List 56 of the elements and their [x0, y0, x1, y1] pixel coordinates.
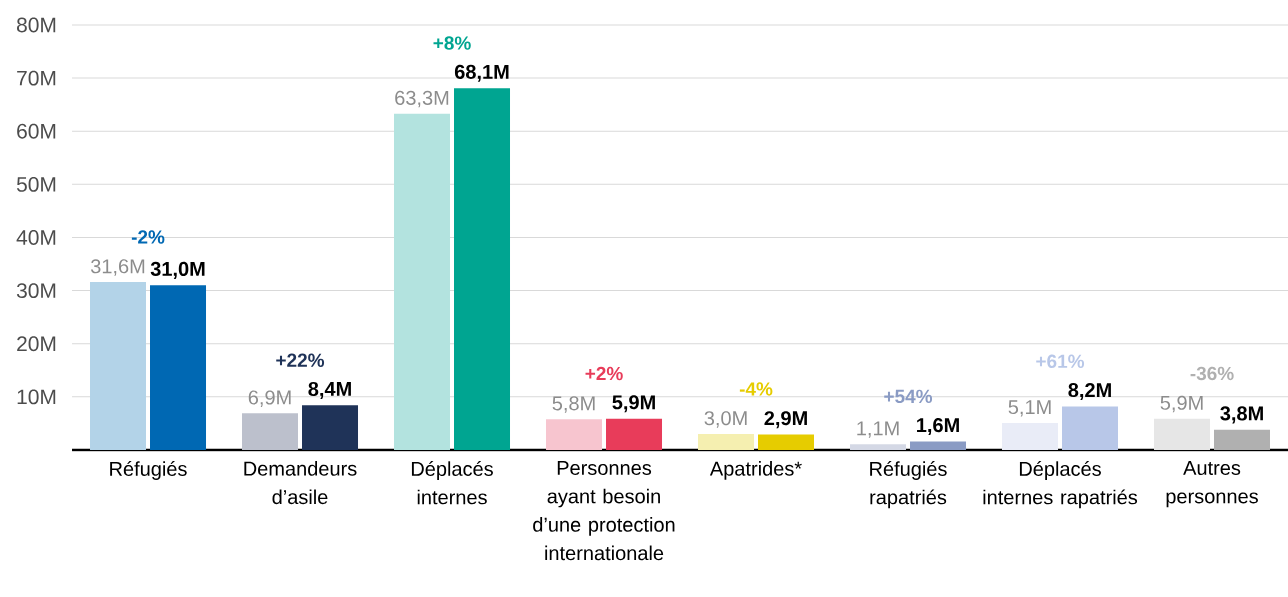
- bar: [850, 444, 906, 450]
- data-label: 5,9M: [1160, 395, 1203, 413]
- annotation: +54%: [884, 389, 933, 404]
- data-label: 5,1M: [1008, 400, 1051, 417]
- data-label: 5,9M: [612, 395, 655, 413]
- bar: [454, 88, 511, 450]
- annotation: +61%: [1036, 354, 1085, 369]
- annotation: +22%: [276, 353, 325, 367]
- data-label: 3,8M: [1220, 406, 1263, 424]
- data-label: 8,2M: [1068, 382, 1111, 401]
- bar: [1002, 422, 1059, 450]
- x-tick-label: Personnes ayant besoin d’une protection internationale: [533, 461, 675, 561]
- data-label: 3,0M: [704, 411, 747, 428]
- y-tick-label: 20M: [17, 336, 56, 352]
- x-tick-label: Demandeurs d’asile: [244, 461, 357, 505]
- x-tick-label: Déplacés internes: [411, 461, 493, 505]
- data-label: 2,9M: [764, 411, 807, 429]
- annotation: +8%: [433, 36, 471, 50]
- bar: [242, 413, 299, 450]
- bar: [546, 419, 603, 450]
- y-tick-label: 30M: [16, 283, 56, 299]
- annotation: -36%: [1190, 366, 1234, 381]
- data-label: 8,4M: [308, 381, 351, 399]
- data-label: 6,9M: [248, 390, 291, 407]
- data-label: 31,0M: [150, 261, 205, 279]
- bar: [1062, 406, 1118, 450]
- x-tick-label: Déplacés internes rapatriés: [983, 461, 1138, 509]
- x-tick-label: Autres personnes: [1166, 461, 1258, 508]
- data-label: 5,8M: [552, 396, 595, 413]
- bar: [394, 113, 451, 450]
- data-label: 1,1M: [857, 421, 899, 438]
- x-tick-label: Apatrides*: [709, 461, 802, 480]
- bar: [1154, 418, 1210, 450]
- bar: [90, 282, 147, 450]
- y-tick-label: 70M: [17, 70, 56, 86]
- y-tick-label: 80M: [17, 17, 56, 33]
- y-tick-label: 60M: [17, 123, 56, 139]
- data-label: 63,3M: [395, 90, 449, 108]
- y-tick-label: 10M: [17, 389, 56, 405]
- annotation: -2%: [131, 230, 165, 244]
- bar: [698, 434, 755, 450]
- bar: [606, 418, 663, 450]
- data-label: 68,1M: [454, 64, 509, 82]
- y-tick-label: 40M: [16, 230, 56, 245]
- annotation: +2%: [585, 366, 623, 381]
- data-label: 1,6M: [917, 418, 959, 436]
- bar: [758, 434, 814, 450]
- x-tick-label: Réfugiés: [110, 461, 187, 480]
- bar: [302, 405, 359, 450]
- bar: [150, 285, 207, 450]
- annotation: -4%: [739, 382, 773, 396]
- bar: [910, 441, 967, 450]
- x-tick-label: Réfugiés rapatriés: [870, 461, 947, 509]
- bar: [1214, 429, 1271, 450]
- data-label: 31,6M: [90, 259, 145, 276]
- y-tick-label: 50M: [16, 176, 56, 192]
